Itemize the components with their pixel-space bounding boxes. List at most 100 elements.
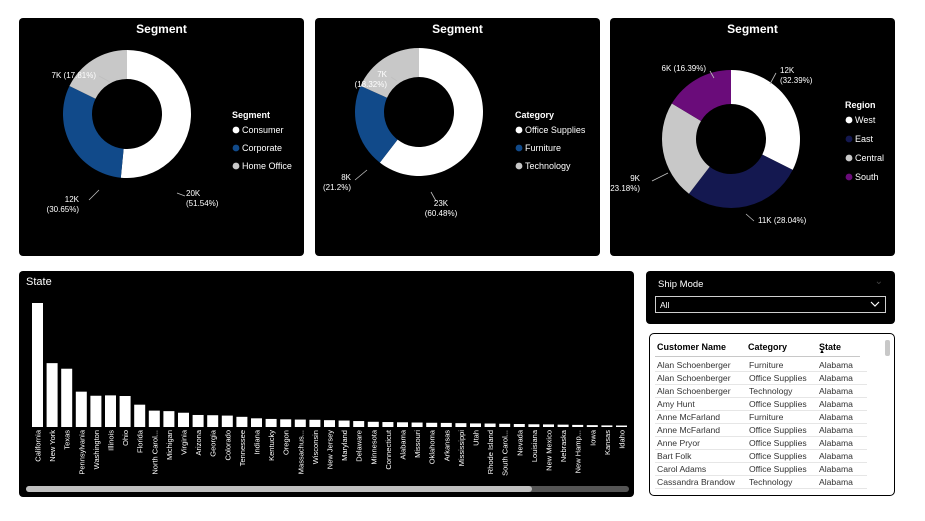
legend-item[interactable]: South <box>855 172 879 182</box>
donut-slice-central[interactable] <box>662 103 710 194</box>
bar-new-york[interactable] <box>46 363 58 427</box>
x-tick-label: Rhode Island <box>486 430 495 474</box>
data-label: (51.54%) <box>186 199 219 208</box>
donut-slice-home-office[interactable] <box>69 50 127 99</box>
customer-table[interactable]: Customer Name Category State ▲ Alan Scho… <box>649 333 895 496</box>
chevron-up-icon[interactable]: ⌄ <box>874 276 883 287</box>
table-row[interactable]: Amy Hunt Office Supplies Alabama <box>655 398 867 411</box>
horizontal-scrollbar[interactable] <box>26 486 629 492</box>
bar-california[interactable] <box>32 303 43 427</box>
bar-minnesota[interactable] <box>367 421 379 427</box>
legend-title: Region <box>845 100 876 110</box>
legend-item[interactable]: Furniture <box>525 143 561 153</box>
table-row[interactable]: Alan Schoenberger Technology Alabama <box>655 385 867 398</box>
bar-indiana[interactable] <box>251 418 262 427</box>
bar-maryland[interactable] <box>338 420 350 427</box>
bar-rhode-island[interactable] <box>484 423 496 427</box>
legend-item[interactable]: Home Office <box>242 161 292 171</box>
bar-new-jersey[interactable] <box>324 420 335 427</box>
bar-new-mexico[interactable] <box>543 424 554 427</box>
donut-slice-consumer[interactable] <box>120 50 192 178</box>
bar-wisconsin[interactable] <box>309 419 321 427</box>
bar-tennessee[interactable] <box>236 416 248 427</box>
table-row[interactable]: Cassandra Brandow Technology Alabama <box>655 476 867 489</box>
leader-line <box>709 70 715 79</box>
column-header-state[interactable]: State <box>819 342 842 352</box>
legend-marker <box>232 144 240 152</box>
data-label: 20K <box>186 189 201 198</box>
bar-texas[interactable] <box>61 368 73 427</box>
ship-mode-dropdown[interactable]: All <box>655 296 886 313</box>
donut-slice-office-supplies[interactable] <box>379 48 483 176</box>
bar-connecticut[interactable] <box>382 422 394 427</box>
bar-idaho[interactable] <box>616 425 627 427</box>
segment-donut-card[interactable]: Segment 20K (51.54%) 12K (30.65%) 7K (17.81%… <box>19 18 304 256</box>
bar-georgia[interactable] <box>207 415 219 427</box>
donut-slice-west[interactable] <box>731 70 800 170</box>
bar-pennsylvania[interactable] <box>75 391 87 427</box>
category-donut-card[interactable]: Segment 23K (60.48%) 8K (21.2%) 7K (18.32%) Ca… <box>315 18 600 256</box>
category-donut-chart[interactable]: 23K(60.48%) 8K(21.2%) 7K(18.32%) Category Of… <box>315 18 600 256</box>
chevron-down-icon[interactable] <box>869 298 881 310</box>
legend-item[interactable]: Central <box>855 153 884 163</box>
legend-item[interactable]: Technology <box>525 161 571 171</box>
state-bar-chart-card[interactable]: State California New York Texas Pennsylvani… <box>19 271 634 497</box>
bar-virginia[interactable] <box>178 412 189 427</box>
bar-oregon[interactable] <box>280 419 292 427</box>
bar-nevada[interactable] <box>513 424 525 427</box>
table-row[interactable]: Alan Schoenberger Furniture Alabama <box>655 359 867 372</box>
bar-illinois[interactable] <box>105 395 116 427</box>
donut-slice-east[interactable] <box>688 154 793 208</box>
donut-slice-technology[interactable] <box>360 48 419 98</box>
bar-delaware[interactable] <box>353 421 365 427</box>
bar-kentucky[interactable] <box>265 418 277 427</box>
bar-oklahoma[interactable] <box>426 422 438 427</box>
bar-nebraska[interactable] <box>557 424 569 427</box>
bar-missouri[interactable] <box>411 422 423 427</box>
bar-massachus-[interactable] <box>294 419 306 427</box>
bar-south-carol-[interactable] <box>499 423 511 427</box>
bar-arkansas[interactable] <box>440 422 452 427</box>
bar-alabama[interactable] <box>397 422 408 427</box>
region-donut-card[interactable]: Segment 12K (32.39%) 11K (28.04%) 9K (23.18%… <box>610 18 895 256</box>
legend-item[interactable]: East <box>855 134 874 144</box>
table-row[interactable]: Bart Folk Office Supplies Alabama <box>655 450 867 463</box>
bar-michigan[interactable] <box>163 411 175 427</box>
region-donut-chart[interactable]: 12K(32.39%) 11K (28.04%) 9K(23.18%) 6K (16.… <box>610 18 895 256</box>
state-bar-chart[interactable]: California New York Texas Pennsylvania Washi… <box>19 271 634 497</box>
customer-name-cell: Anne McFarland <box>657 412 721 422</box>
bar-colorado[interactable] <box>221 415 233 427</box>
x-tick-label: Pennsylvania <box>77 429 86 474</box>
segment-donut-chart[interactable]: 20K(51.54%)12K(30.65%)7K (17.81%)Segment… <box>19 18 304 256</box>
bar-north-carol-[interactable] <box>148 410 160 427</box>
bar-utah[interactable] <box>470 423 481 427</box>
x-tick-label: New Mexico <box>545 430 554 471</box>
donut-slice-south[interactable] <box>671 70 731 121</box>
table-row[interactable]: Alan Schoenberger Office Supplies Alabama <box>655 372 867 385</box>
bar-new-hamp-[interactable] <box>572 424 584 427</box>
table-row[interactable]: Anne McFarland Furniture Alabama <box>655 411 867 424</box>
donut-slice-furniture[interactable] <box>355 85 398 163</box>
bar-ohio[interactable] <box>119 396 131 427</box>
bar-iowa[interactable] <box>586 425 598 427</box>
legend-item[interactable]: West <box>855 115 876 125</box>
scrollbar-thumb[interactable] <box>26 486 532 492</box>
bar-florida[interactable] <box>134 404 146 427</box>
donut-slice-corporate[interactable] <box>62 86 124 178</box>
bar-louisiana[interactable] <box>528 424 540 427</box>
vertical-scrollbar[interactable] <box>885 340 890 356</box>
table-row[interactable]: Anne Pryor Office Supplies Alabama <box>655 437 867 450</box>
legend-item[interactable]: Corporate <box>242 143 282 153</box>
column-header-category[interactable]: Category <box>748 342 788 352</box>
legend-item[interactable]: Consumer <box>242 125 284 135</box>
column-header-customer-name[interactable]: Customer Name <box>657 342 727 352</box>
bar-washington[interactable] <box>90 395 102 427</box>
bar-mississippi[interactable] <box>455 423 467 427</box>
bar-arizona[interactable] <box>192 414 204 427</box>
table-row[interactable]: Carol Adams Office Supplies Alabama <box>655 463 867 476</box>
legend-item[interactable]: Office Supplies <box>525 125 586 135</box>
ship-mode-slicer[interactable]: Ship Mode ⌄ All <box>646 271 895 324</box>
table-row[interactable]: Anne McFarland Office Supplies Alabama <box>655 424 867 437</box>
state-cell: Alabama <box>819 425 853 435</box>
bar-kansas[interactable] <box>601 425 613 427</box>
